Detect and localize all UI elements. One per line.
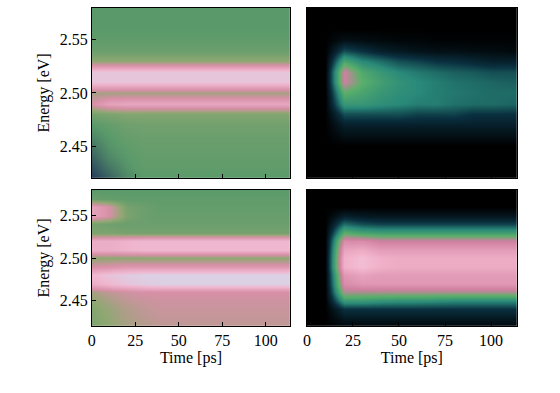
svg-text:2.50: 2.50: [60, 250, 88, 267]
svg-text:75: 75: [437, 332, 453, 349]
svg-text:Energy [eV]: Energy [eV]: [35, 218, 53, 297]
svg-text:100: 100: [254, 332, 278, 349]
svg-text:2.45: 2.45: [60, 138, 88, 155]
svg-text:75: 75: [214, 332, 230, 349]
svg-text:2.50: 2.50: [60, 85, 88, 102]
svg-text:50: 50: [391, 332, 407, 349]
svg-text:50: 50: [171, 332, 187, 349]
svg-text:0: 0: [88, 332, 96, 349]
svg-text:2.45: 2.45: [60, 292, 88, 309]
svg-text:25: 25: [345, 332, 361, 349]
svg-text:Time [ps]: Time [ps]: [160, 349, 222, 367]
svg-text:2.55: 2.55: [60, 207, 88, 224]
svg-text:Energy [eV]: Energy [eV]: [35, 53, 53, 132]
svg-text:25: 25: [127, 332, 143, 349]
svg-text:Time [ps]: Time [ps]: [381, 349, 443, 367]
svg-text:2.55: 2.55: [60, 31, 88, 48]
svg-text:100: 100: [479, 332, 503, 349]
svg-text:0: 0: [303, 332, 311, 349]
